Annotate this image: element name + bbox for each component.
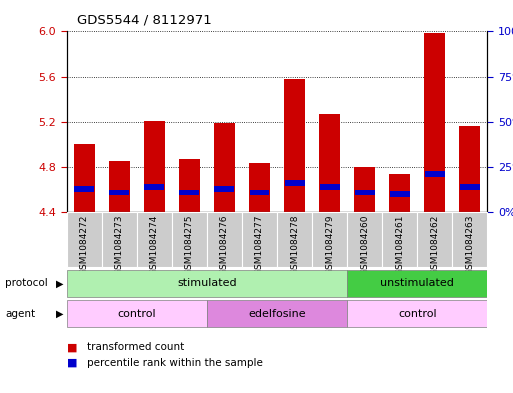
- Bar: [459, 126, 480, 212]
- Bar: [67, 300, 207, 327]
- Text: percentile rank within the sample: percentile rank within the sample: [87, 358, 263, 368]
- Bar: [109, 189, 129, 195]
- Bar: [460, 184, 480, 190]
- Text: GSM1084276: GSM1084276: [220, 215, 229, 275]
- Bar: [180, 189, 200, 195]
- Text: GSM1084263: GSM1084263: [465, 215, 475, 275]
- Text: agent: agent: [5, 309, 35, 319]
- Text: GSM1084278: GSM1084278: [290, 215, 299, 275]
- Bar: [347, 300, 487, 327]
- Bar: [214, 186, 234, 191]
- Text: stimulated: stimulated: [177, 278, 236, 288]
- Bar: [102, 212, 137, 267]
- Text: GSM1084273: GSM1084273: [115, 215, 124, 275]
- Bar: [424, 33, 445, 212]
- Bar: [312, 212, 347, 267]
- Bar: [249, 163, 270, 212]
- Bar: [285, 180, 305, 186]
- Text: ■: ■: [67, 358, 77, 368]
- Text: control: control: [398, 309, 437, 319]
- Bar: [74, 144, 95, 212]
- Text: GSM1084279: GSM1084279: [325, 215, 334, 275]
- Bar: [74, 186, 94, 191]
- Text: GSM1084262: GSM1084262: [430, 215, 439, 275]
- Bar: [347, 270, 487, 297]
- Bar: [319, 114, 340, 212]
- Text: GSM1084272: GSM1084272: [80, 215, 89, 275]
- Bar: [67, 212, 102, 267]
- Text: protocol: protocol: [5, 278, 48, 288]
- Bar: [382, 212, 417, 267]
- Bar: [242, 212, 277, 267]
- Bar: [277, 212, 312, 267]
- Text: GSM1084261: GSM1084261: [395, 215, 404, 275]
- Bar: [144, 121, 165, 212]
- Text: edelfosine: edelfosine: [248, 309, 306, 319]
- Bar: [347, 212, 382, 267]
- Bar: [320, 184, 340, 190]
- Bar: [109, 162, 130, 212]
- Bar: [354, 167, 375, 212]
- Bar: [452, 212, 487, 267]
- Bar: [207, 300, 347, 327]
- Text: GSM1084275: GSM1084275: [185, 215, 194, 275]
- Bar: [144, 184, 164, 190]
- Bar: [179, 159, 200, 212]
- Bar: [354, 189, 374, 195]
- Text: GSM1084260: GSM1084260: [360, 215, 369, 275]
- Text: GSM1084277: GSM1084277: [255, 215, 264, 275]
- Bar: [390, 191, 410, 197]
- Bar: [389, 174, 410, 212]
- Bar: [172, 212, 207, 267]
- Bar: [284, 79, 305, 212]
- Text: unstimulated: unstimulated: [380, 278, 454, 288]
- Text: ■: ■: [67, 342, 77, 353]
- Bar: [425, 171, 445, 177]
- Bar: [249, 189, 269, 195]
- Bar: [214, 123, 235, 212]
- Text: control: control: [117, 309, 156, 319]
- Text: GDS5544 / 8112971: GDS5544 / 8112971: [77, 14, 212, 27]
- Text: GSM1084274: GSM1084274: [150, 215, 159, 275]
- Text: ▶: ▶: [56, 278, 64, 288]
- Text: ▶: ▶: [56, 309, 64, 319]
- Bar: [67, 270, 347, 297]
- Bar: [417, 212, 452, 267]
- Bar: [137, 212, 172, 267]
- Bar: [207, 212, 242, 267]
- Text: transformed count: transformed count: [87, 342, 185, 353]
